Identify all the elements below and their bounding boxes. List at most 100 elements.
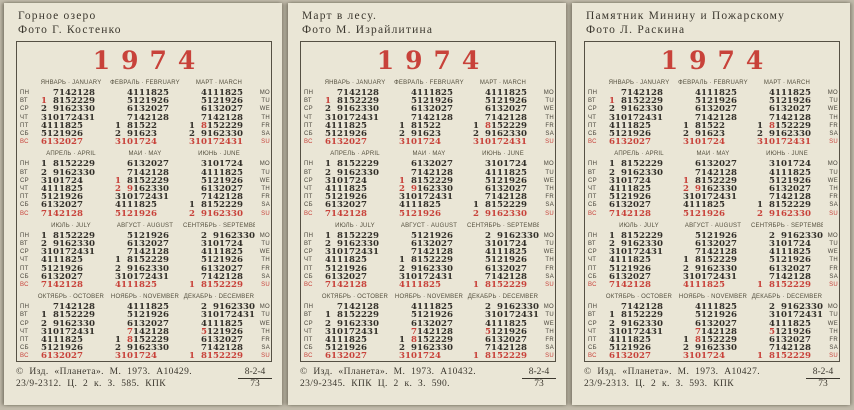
day-cell: 20 — [343, 271, 355, 282]
day-cell: 17 — [701, 351, 713, 362]
day-cell — [243, 265, 255, 273]
weekday-label-en: TU — [545, 98, 554, 105]
day-cell: 18 — [787, 247, 799, 258]
day-cell: 20 — [59, 200, 71, 211]
day-cell: 2 — [399, 263, 405, 274]
day-cell — [751, 169, 763, 177]
day-cell: 7 — [127, 326, 133, 337]
day-cell — [95, 240, 107, 248]
week-row: 6 13 20 27 — [751, 185, 823, 194]
day-cell: 30 — [367, 167, 379, 178]
day-cell — [527, 328, 539, 336]
weekday-label-ru: ЧТ — [304, 328, 313, 335]
day-cell: 10 — [331, 112, 343, 123]
day-cell: 20 — [219, 183, 231, 194]
day-cell: 15 — [59, 96, 71, 107]
day-cell — [95, 328, 107, 336]
day-cell — [527, 122, 539, 130]
day-cell: 18 — [343, 120, 355, 131]
week-row: 1 8 15 22 29 — [393, 256, 465, 265]
day-cell: 5 — [399, 208, 405, 219]
day-cell: 21 — [343, 279, 355, 290]
month-block: ФЕВРАЛЬ · FEBRUARY 4 11 18 25 5 12 19 26 6 13 20 27 7… — [677, 79, 749, 147]
day-cell: 10 — [689, 271, 701, 282]
day-cell: 21 — [713, 326, 725, 337]
day-cell: 9 — [769, 128, 775, 139]
week-row: 6 13 20 27 — [603, 272, 675, 281]
week-row: 3 10 17 24 — [751, 159, 823, 170]
day-cell — [737, 352, 749, 360]
day-cell: 25 — [157, 302, 169, 313]
day-cell: 7 — [769, 112, 775, 123]
day-cell: 25 — [145, 279, 157, 290]
day-cell: 4 — [41, 183, 47, 194]
day-cell: 12 — [701, 96, 713, 107]
day-cell: 5 — [325, 343, 331, 354]
day-cell: 18 — [627, 183, 639, 194]
week-row: 1 8 15 22 29 — [603, 97, 675, 106]
day-cell: 11 — [615, 120, 627, 131]
day-cell: 16 — [133, 343, 145, 354]
imprint-line2: 23/9-2345. КПК Ц. 2 к. З. 590. — [300, 378, 450, 389]
day-cell: 12 — [331, 343, 343, 354]
day-cell: 9 — [695, 263, 701, 274]
day-cell: 21 — [219, 192, 231, 203]
edition-code: 8-2-4 73 — [806, 367, 840, 390]
week-row: 4 11 18 25 — [319, 120, 391, 131]
day-cell — [467, 256, 479, 264]
day-cell — [453, 281, 465, 289]
day-cell: 4 — [127, 302, 133, 313]
day-cell: 4 — [485, 318, 491, 329]
week-row: 2 9 16 23 30 — [751, 303, 823, 312]
month-block: СЕНТЯБРЬ · SEPTEMBER 2 9 16 23 30 3 10 17 24 4 11 18… — [467, 222, 539, 290]
day-cell: 25 — [355, 183, 367, 194]
week-row: 7 14 21 28 — [319, 303, 391, 312]
day-cell — [183, 256, 195, 264]
day-cell: 27 — [799, 263, 811, 274]
day-cell: 30 — [367, 239, 379, 250]
weekday-label-ru: ВС — [304, 282, 313, 289]
day-cell: 25 — [441, 88, 453, 98]
day-cell: 6 — [609, 200, 615, 211]
week-row: 6 13 20 27 — [109, 105, 181, 114]
day-cell: 18 — [59, 120, 71, 131]
week-row: 1 8 15 22 — [393, 121, 465, 130]
day-cell — [651, 210, 663, 218]
day-cell: 17 — [417, 351, 429, 362]
day-cell: 16 — [133, 128, 145, 139]
day-cell: 13 — [491, 104, 503, 115]
day-cell — [379, 344, 391, 352]
weekday-label-en: MO — [259, 161, 270, 168]
day-cell: 14 — [775, 343, 787, 354]
day-cell: 9 — [621, 318, 627, 329]
calendar-frame: 1974 ПН ВТ СР ЧТ ПТ СБ ВС ЯНВАРЬ · JANUARY 7 14 21… — [16, 41, 272, 362]
day-cell — [169, 240, 181, 248]
week-row: 6 13 20 27 — [35, 200, 107, 211]
day-cell: 20 — [503, 263, 515, 274]
day-cell: 9 — [213, 230, 219, 241]
weekday-label-en: WE — [259, 320, 270, 327]
day-cell: 24 — [219, 137, 231, 148]
week-row: 1 8 15 22 29 — [677, 256, 749, 265]
day-cell: 3 — [485, 239, 491, 250]
week-row: 7 14 21 28 — [677, 248, 749, 257]
day-cell — [811, 273, 823, 281]
day-cell — [169, 185, 181, 193]
day-cell: 29 — [515, 279, 527, 290]
week-row: 3 10 17 24 31 — [319, 248, 391, 257]
day-cell: 26 — [355, 128, 367, 139]
day-cell: 30 — [515, 208, 527, 219]
day-cell: 26 — [639, 192, 651, 203]
day-cell: 14 — [701, 167, 713, 178]
month-label: ОКТЯБРЬ · OCTOBER — [605, 294, 673, 301]
day-cell: 18 — [145, 88, 157, 98]
day-cell: 30 — [83, 167, 95, 178]
day-cell: 24 — [799, 159, 811, 170]
day-cell: 27 — [799, 104, 811, 115]
day-cell: 21 — [355, 88, 367, 98]
day-cell — [95, 160, 107, 168]
day-cell: 17 — [59, 247, 71, 258]
day-cell: 19 — [145, 310, 157, 321]
day-cell: 12 — [207, 175, 219, 186]
day-cell: 29 — [799, 120, 811, 131]
